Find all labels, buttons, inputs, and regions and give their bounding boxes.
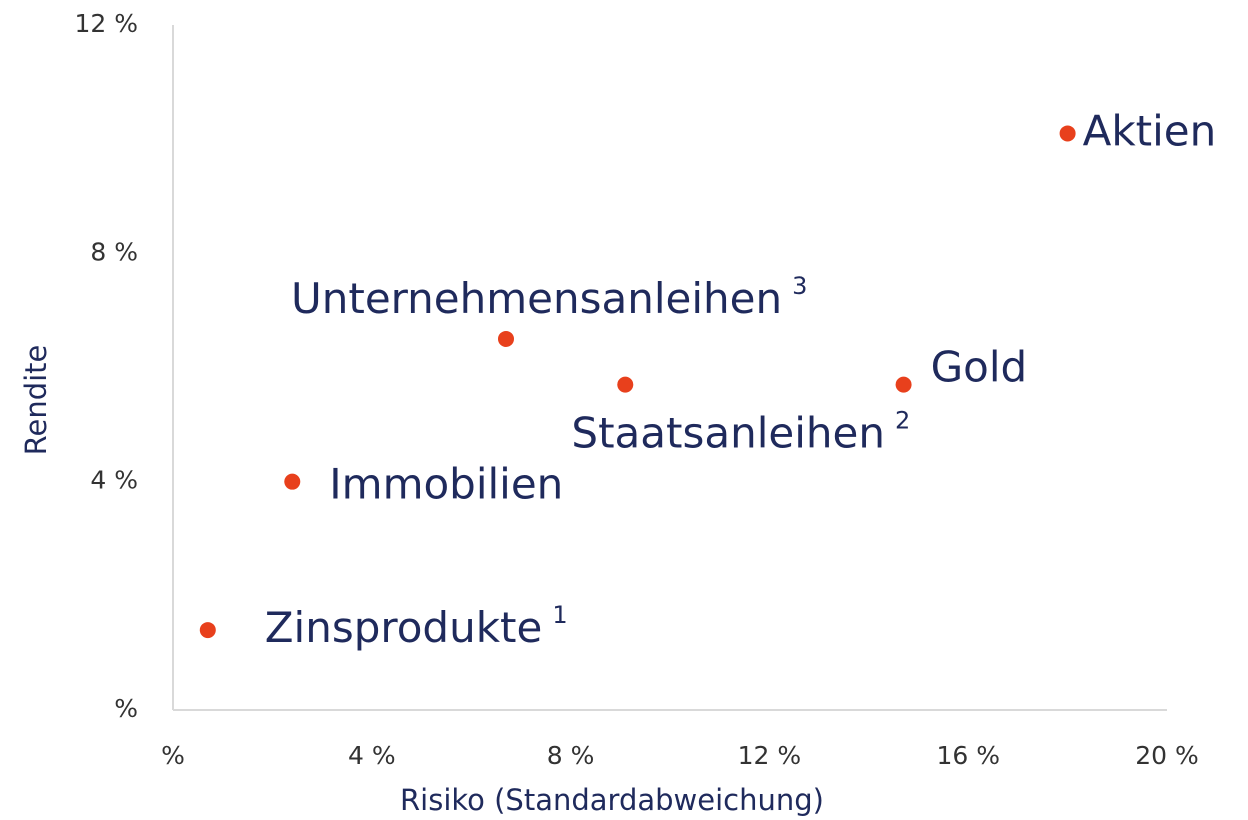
y-axis-title: Rendite bbox=[19, 345, 53, 456]
point bbox=[617, 376, 634, 393]
point bbox=[1059, 125, 1076, 142]
point-label: Aktien bbox=[1083, 106, 1217, 155]
point-label: Immobilien bbox=[329, 459, 563, 508]
x-tick-label: 20 % bbox=[1135, 741, 1199, 770]
point-label: Zinsprodukte 1 bbox=[265, 601, 568, 652]
x-tick-label: % bbox=[161, 741, 185, 770]
point-label-text: Gold bbox=[931, 342, 1028, 391]
point bbox=[895, 376, 912, 393]
y-tick-label: 8 % bbox=[90, 237, 138, 266]
point-label-note: 3 bbox=[792, 272, 807, 300]
point bbox=[199, 622, 216, 639]
point-label-text: Zinsprodukte bbox=[265, 603, 543, 652]
x-tick-label: 4 % bbox=[348, 741, 396, 770]
point-label-note: 1 bbox=[552, 601, 567, 629]
x-axis-title: Risiko (Standardabweichung) bbox=[400, 783, 824, 817]
point-label-text: Aktien bbox=[1083, 106, 1217, 155]
y-tick-label: % bbox=[114, 694, 138, 723]
y-tick-label: 12 % bbox=[74, 9, 138, 38]
y-tick-label: 4 % bbox=[90, 466, 138, 495]
point-label-text: Unternehmensanleihen bbox=[291, 273, 782, 322]
point-label: Gold bbox=[931, 342, 1028, 391]
point-label: Unternehmensanleihen 3 bbox=[291, 272, 807, 323]
x-tick-label: 8 % bbox=[547, 741, 595, 770]
point-label-text: Immobilien bbox=[329, 459, 563, 508]
point bbox=[497, 330, 514, 347]
x-tick-label: 16 % bbox=[936, 741, 1000, 770]
point-label: Staatsanleihen 2 bbox=[571, 407, 910, 458]
x-tick-label: 12 % bbox=[738, 741, 802, 770]
point-label-text: Staatsanleihen bbox=[571, 408, 885, 457]
point bbox=[284, 473, 301, 490]
point-label-note: 2 bbox=[895, 407, 910, 435]
